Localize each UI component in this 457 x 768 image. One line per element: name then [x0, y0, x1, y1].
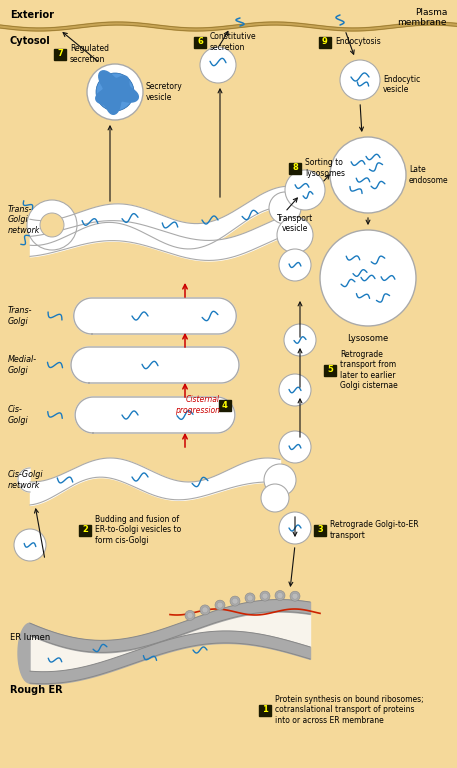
Circle shape [279, 249, 311, 281]
Circle shape [185, 611, 195, 621]
Text: Cytosol: Cytosol [10, 36, 51, 46]
Text: Exterior: Exterior [10, 10, 54, 20]
Text: Constitutive
secretion: Constitutive secretion [210, 32, 257, 51]
Text: 3: 3 [317, 525, 323, 535]
Circle shape [262, 593, 268, 599]
Text: 7: 7 [57, 49, 63, 58]
Text: Secretory
vesicle: Secretory vesicle [146, 82, 183, 101]
FancyBboxPatch shape [54, 48, 66, 59]
FancyBboxPatch shape [324, 365, 336, 376]
Text: Retrograde Golgi-to-ER
transport: Retrograde Golgi-to-ER transport [330, 520, 419, 540]
Circle shape [320, 230, 416, 326]
Circle shape [230, 596, 240, 606]
Polygon shape [75, 397, 235, 433]
Text: Trans-
Golgi: Trans- Golgi [8, 306, 32, 326]
Text: Transport
vesicle: Transport vesicle [277, 214, 313, 233]
Circle shape [217, 602, 223, 608]
Circle shape [245, 593, 255, 603]
Circle shape [269, 192, 301, 224]
Polygon shape [18, 623, 30, 684]
Circle shape [232, 598, 238, 604]
Text: Endocytic
vesicle: Endocytic vesicle [383, 75, 420, 94]
Polygon shape [96, 71, 138, 114]
Text: Sorting to
lysosomes: Sorting to lysosomes [305, 158, 345, 177]
Text: ER lumen: ER lumen [10, 633, 50, 641]
Polygon shape [74, 298, 236, 334]
Polygon shape [18, 468, 30, 492]
Text: Medial-
Golgi: Medial- Golgi [8, 356, 37, 375]
Text: Plasma
membrane: Plasma membrane [398, 8, 447, 28]
Circle shape [275, 591, 285, 601]
Text: Lysosome: Lysosome [347, 334, 388, 343]
Text: Regulated
secretion: Regulated secretion [70, 45, 109, 64]
Text: Budding and fusion of
ER-to-Golgi vesicles to
form cis-Golgi: Budding and fusion of ER-to-Golgi vesicl… [95, 515, 181, 545]
Text: 1: 1 [262, 706, 268, 714]
FancyBboxPatch shape [259, 704, 271, 716]
Text: Cisternal
progression: Cisternal progression [175, 396, 220, 415]
Circle shape [215, 600, 225, 610]
Circle shape [200, 605, 210, 615]
FancyBboxPatch shape [79, 525, 91, 535]
Circle shape [277, 593, 283, 598]
Text: Rough ER: Rough ER [10, 685, 63, 695]
Circle shape [284, 324, 316, 356]
FancyBboxPatch shape [319, 37, 331, 48]
Text: 5: 5 [327, 366, 333, 375]
Text: 2: 2 [82, 525, 88, 535]
Text: Protein synthesis on bound ribosomes;
cotranslational transport of proteins
into: Protein synthesis on bound ribosomes; co… [275, 695, 424, 725]
Circle shape [247, 595, 253, 601]
Circle shape [279, 512, 311, 544]
Text: Late
endosome: Late endosome [409, 165, 449, 184]
Circle shape [340, 60, 380, 100]
Circle shape [277, 217, 313, 253]
Circle shape [285, 170, 325, 210]
Text: Trans-
Golgi
network: Trans- Golgi network [8, 205, 40, 235]
Circle shape [279, 374, 311, 406]
Text: Cis-
Golgi: Cis- Golgi [8, 406, 29, 425]
Polygon shape [71, 347, 239, 383]
Circle shape [279, 431, 311, 463]
Circle shape [202, 607, 208, 613]
Text: 8: 8 [292, 164, 298, 173]
Circle shape [187, 612, 193, 618]
FancyBboxPatch shape [289, 163, 301, 174]
Circle shape [290, 591, 300, 601]
FancyBboxPatch shape [219, 399, 231, 411]
Text: 9: 9 [322, 38, 328, 47]
Circle shape [292, 593, 298, 599]
Circle shape [260, 591, 270, 601]
FancyBboxPatch shape [194, 37, 206, 48]
Circle shape [87, 64, 143, 120]
Text: 4: 4 [222, 400, 228, 409]
Text: Retrograde
transport from
later to earlier
Golgi cisternae: Retrograde transport from later to earli… [340, 350, 398, 390]
Text: Cis-Golgi
network: Cis-Golgi network [8, 470, 43, 490]
Text: Endocytosis: Endocytosis [335, 38, 381, 47]
Circle shape [330, 137, 406, 213]
Circle shape [14, 529, 46, 561]
Circle shape [264, 464, 296, 496]
Circle shape [40, 213, 64, 237]
Circle shape [200, 47, 236, 83]
Circle shape [96, 73, 134, 111]
Circle shape [27, 200, 77, 250]
Circle shape [261, 484, 289, 512]
Text: 6: 6 [197, 38, 203, 47]
FancyBboxPatch shape [314, 525, 326, 535]
